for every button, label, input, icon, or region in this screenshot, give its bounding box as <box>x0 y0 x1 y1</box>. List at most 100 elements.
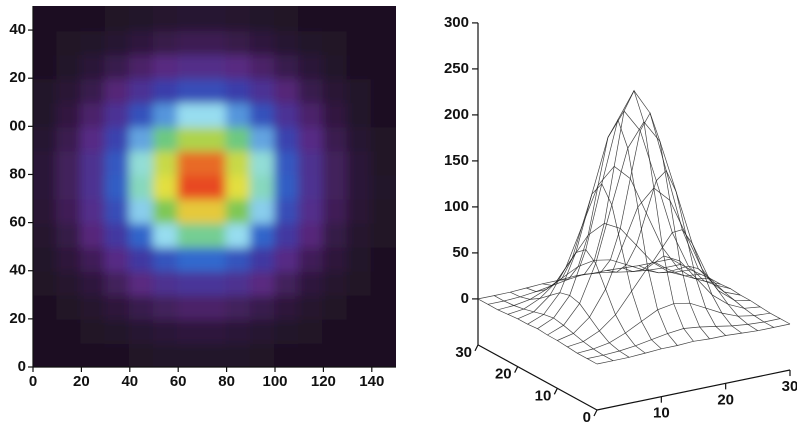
heat-cell <box>322 269 349 296</box>
heat-cell <box>298 317 325 344</box>
heat-cell <box>346 341 373 367</box>
heat-cell <box>274 77 301 104</box>
heat-cell <box>33 77 59 104</box>
heat-cell <box>370 341 396 367</box>
heat-cell <box>274 245 301 272</box>
heat-cell <box>104 341 131 367</box>
heat-cell <box>274 29 301 56</box>
heat-cell <box>104 293 131 320</box>
heat-cell <box>346 317 373 344</box>
heat-cell <box>322 77 349 104</box>
heat-cell <box>370 6 396 32</box>
heat-cell <box>177 197 204 224</box>
mesh-row <box>527 110 721 325</box>
heat-cell <box>298 125 325 152</box>
y-tick-label: 10 <box>535 387 552 404</box>
heat-cell <box>249 125 276 152</box>
z-tick-label: 300 <box>444 14 469 31</box>
heat-cell <box>56 197 83 224</box>
mesh-row <box>517 165 711 320</box>
heat-cell <box>322 6 349 32</box>
heatmap-cells <box>33 6 396 367</box>
y-tick <box>553 388 558 395</box>
heatmap-axes: 0 20 40 60 80 100 120 140 0 20 40 60 80 00 20 40 <box>9 6 396 390</box>
heat-cell <box>346 29 373 56</box>
heat-cell <box>80 269 107 296</box>
heat-cell <box>201 29 228 56</box>
heat-cell <box>33 293 59 320</box>
heat-cell <box>274 53 301 80</box>
heat-cell <box>56 173 83 200</box>
heat-cell <box>346 53 373 80</box>
heat-cell <box>225 317 252 344</box>
heat-cell <box>56 125 83 152</box>
heat-cell <box>104 221 131 248</box>
heat-cell <box>225 293 252 320</box>
heat-cell <box>104 77 131 104</box>
heat-cell <box>274 221 301 248</box>
heat-cell <box>80 293 107 320</box>
x-tick-label: 120 <box>311 373 336 390</box>
z-tick-label: 150 <box>444 152 469 169</box>
heat-cell <box>56 77 83 104</box>
heat-cell <box>225 6 252 32</box>
heat-cell <box>177 173 204 200</box>
heat-cell <box>201 6 228 32</box>
heat-cell <box>128 101 155 128</box>
heat-cell <box>177 221 204 248</box>
heat-cell <box>80 317 107 344</box>
heat-cell <box>274 125 301 152</box>
heat-cell <box>153 53 180 80</box>
heat-cell <box>225 269 252 296</box>
heat-cell <box>56 221 83 248</box>
heat-cell <box>298 293 325 320</box>
mesh-row <box>477 258 672 300</box>
heat-cell <box>128 53 155 80</box>
heat-cell <box>225 101 252 128</box>
mesh-col <box>638 265 758 331</box>
heat-cell <box>346 101 373 128</box>
z-tick-label: 200 <box>444 106 469 123</box>
mesh-col <box>542 183 662 350</box>
heat-cell <box>370 245 396 272</box>
heat-cell <box>33 221 59 248</box>
heat-cell <box>80 125 107 152</box>
z-tick-label: 100 <box>444 198 469 215</box>
heat-cell <box>33 269 59 296</box>
heat-cell <box>104 53 131 80</box>
mesh-col <box>493 295 614 362</box>
heat-cell <box>104 317 131 344</box>
heat-cell <box>370 125 396 152</box>
heat-cell <box>274 6 301 32</box>
heat-cell <box>56 269 83 296</box>
heat-cell <box>80 341 107 367</box>
heat-cell <box>225 221 252 248</box>
heat-cell <box>80 53 107 80</box>
heat-cell <box>346 149 373 176</box>
heat-cell <box>33 29 59 56</box>
heat-cell <box>274 293 301 320</box>
heat-cell <box>322 341 349 367</box>
heat-cell <box>249 197 276 224</box>
y-tick-label: 20 <box>9 69 26 86</box>
mesh-col <box>622 229 743 334</box>
heat-cell <box>177 53 204 80</box>
heat-cell <box>225 197 252 224</box>
heat-cell <box>322 293 349 320</box>
heat-cell <box>177 29 204 56</box>
x-tick-label: 60 <box>170 373 187 390</box>
heat-cell <box>56 149 83 176</box>
heat-cell <box>249 173 276 200</box>
heat-cell <box>298 197 325 224</box>
heat-cell <box>370 293 396 320</box>
heat-cell <box>33 53 59 80</box>
heat-cell <box>322 53 349 80</box>
heat-cell <box>298 269 325 296</box>
heat-cell <box>201 293 228 320</box>
x-tick-label: 140 <box>359 373 384 390</box>
heat-cell <box>298 341 325 367</box>
heat-cell <box>128 77 155 104</box>
x-tick-label: 0 <box>29 373 37 390</box>
heat-cell <box>249 29 276 56</box>
heat-cell <box>128 29 155 56</box>
